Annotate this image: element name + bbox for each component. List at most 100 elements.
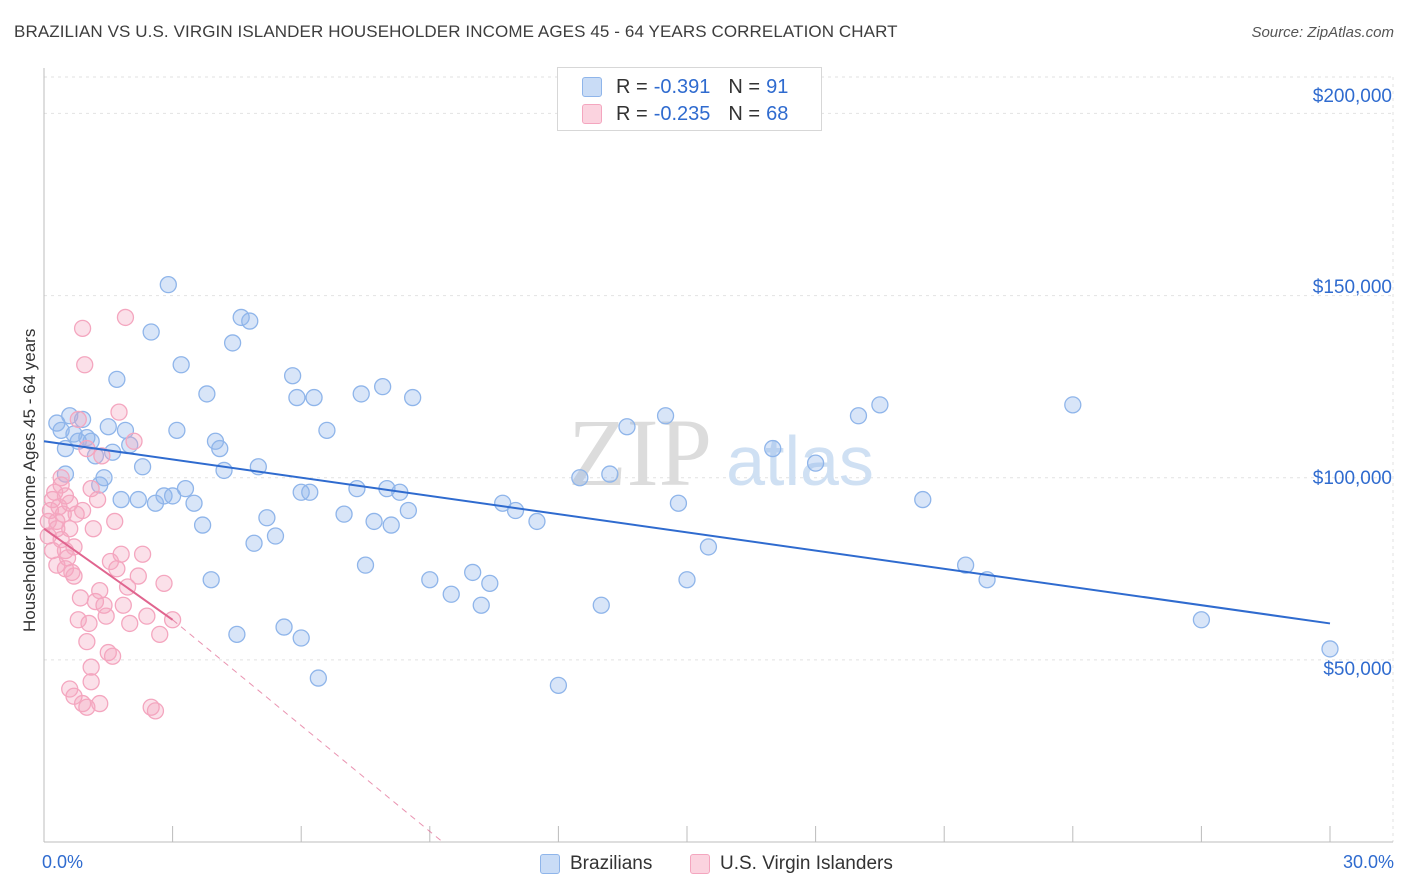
- legend-swatch-virgin-islanders: [582, 104, 602, 124]
- point-brazilian: [601, 465, 619, 483]
- point-virgin-islander: [76, 356, 94, 374]
- point-virgin-islander: [110, 403, 128, 421]
- point-virgin-islander: [69, 611, 87, 629]
- point-virgin-islander: [73, 319, 92, 338]
- point-virgin-islander: [88, 490, 107, 509]
- point-virgin-islander: [80, 614, 98, 633]
- point-virgin-islander: [121, 614, 139, 633]
- point-brazilian: [202, 571, 220, 589]
- point-brazilian: [656, 407, 675, 425]
- point-virgin-islander: [48, 512, 66, 531]
- point-brazilian: [1192, 611, 1211, 629]
- y-axis-label: Householder Income Ages 45 - 64 years: [20, 328, 39, 632]
- point-brazilian: [404, 388, 422, 407]
- point-virgin-islander: [129, 567, 147, 585]
- point-brazilian: [275, 618, 293, 636]
- point-virgin-islander: [155, 574, 173, 593]
- point-brazilian: [549, 676, 568, 695]
- point-brazilian: [442, 585, 460, 603]
- point-virgin-islander: [114, 596, 132, 614]
- point-brazilian: [669, 494, 688, 512]
- point-virgin-islander: [61, 520, 79, 538]
- point-virgin-islander: [103, 647, 122, 665]
- point-virgin-islander: [71, 589, 90, 607]
- bottom-legend-brazilians: Brazilians: [540, 852, 652, 876]
- point-brazilian: [571, 469, 589, 487]
- point-virgin-islander: [106, 512, 124, 531]
- point-brazilian: [956, 556, 975, 574]
- point-virgin-islander: [73, 501, 92, 520]
- point-brazilian: [356, 556, 375, 574]
- point-virgin-islander: [61, 494, 79, 512]
- point-virgin-islander: [41, 501, 60, 520]
- point-brazilian: [678, 571, 696, 589]
- point-brazilian: [318, 421, 336, 440]
- legend-r-label: R =: [616, 102, 648, 125]
- point-brazilian: [228, 625, 246, 644]
- point-brazilian: [699, 538, 718, 556]
- legend-n-value: 68: [766, 102, 789, 125]
- x-tick-label-max: 30.0%: [1342, 852, 1394, 872]
- point-brazilian: [764, 439, 782, 458]
- point-virgin-islander: [78, 698, 96, 716]
- point-brazilian: [215, 461, 233, 480]
- point-brazilian: [421, 571, 439, 589]
- point-virgin-islander: [65, 567, 83, 585]
- legend-swatch-brazilians: [582, 77, 602, 97]
- point-brazilian: [266, 527, 285, 545]
- point-brazilian: [914, 490, 932, 509]
- point-brazilian: [382, 516, 400, 534]
- legend-r-value: -0.391: [653, 75, 711, 98]
- point-brazilian: [112, 490, 130, 509]
- point-brazilian: [348, 479, 366, 498]
- point-virgin-islander: [95, 596, 113, 614]
- watermark-zip: ZIP: [568, 399, 712, 506]
- point-brazilian: [292, 483, 310, 501]
- point-brazilian: [472, 596, 490, 614]
- legend-n-label: N =: [728, 102, 761, 125]
- point-brazilian: [365, 512, 383, 531]
- point-virgin-islander: [52, 476, 70, 494]
- point-brazilian: [292, 629, 310, 647]
- point-brazilian: [305, 388, 323, 407]
- point-brazilian: [849, 407, 868, 425]
- y-tick-label: $200,000: [1312, 86, 1392, 107]
- point-virgin-islander: [146, 702, 165, 720]
- chart-title: BRAZILIAN VS U.S. VIRGIN ISLANDER HOUSEH…: [14, 22, 898, 41]
- point-virgin-islander: [78, 632, 96, 651]
- point-brazilian: [129, 490, 147, 509]
- point-brazilian: [223, 334, 242, 352]
- bottom-legend-label-brazilians: Brazilians: [570, 853, 653, 874]
- point-brazilian: [232, 308, 250, 327]
- point-brazilian: [241, 312, 259, 330]
- point-brazilian: [1321, 640, 1339, 658]
- legend-row-brazilians: R = -0.391 N = 91: [582, 74, 788, 100]
- legend-n-label: N =: [728, 75, 761, 98]
- point-virgin-islander: [65, 538, 83, 556]
- point-brazilian: [61, 407, 79, 425]
- correlation-legend: R = -0.391 N = 91 R = -0.235 N = 68: [557, 67, 822, 131]
- point-brazilian: [172, 356, 190, 374]
- point-brazilian: [399, 501, 418, 520]
- bottom-legend-swatch-virgin-islanders: [690, 854, 710, 874]
- point-brazilian: [95, 469, 113, 487]
- point-virgin-islander: [138, 607, 156, 625]
- point-virgin-islander: [116, 308, 135, 327]
- point-brazilian: [133, 458, 152, 476]
- trend-extension-virgin-islanders: [172, 619, 443, 843]
- point-brazilian: [352, 385, 370, 403]
- trend-line-brazilians: [43, 440, 1331, 625]
- y-tick-label: $50,000: [1323, 659, 1392, 680]
- point-brazilian: [99, 418, 117, 436]
- point-virgin-islander: [84, 520, 102, 538]
- y-tick-label: $100,000: [1312, 468, 1392, 489]
- point-brazilian: [198, 385, 216, 403]
- point-brazilian: [506, 501, 525, 520]
- point-brazilian: [258, 509, 276, 527]
- point-brazilian: [283, 367, 302, 385]
- point-virgin-islander: [108, 560, 126, 578]
- point-brazilian: [185, 494, 203, 512]
- point-brazilian: [592, 596, 610, 614]
- point-brazilian: [871, 396, 889, 414]
- legend-row-virgin-islanders: R = -0.235 N = 68: [582, 101, 788, 127]
